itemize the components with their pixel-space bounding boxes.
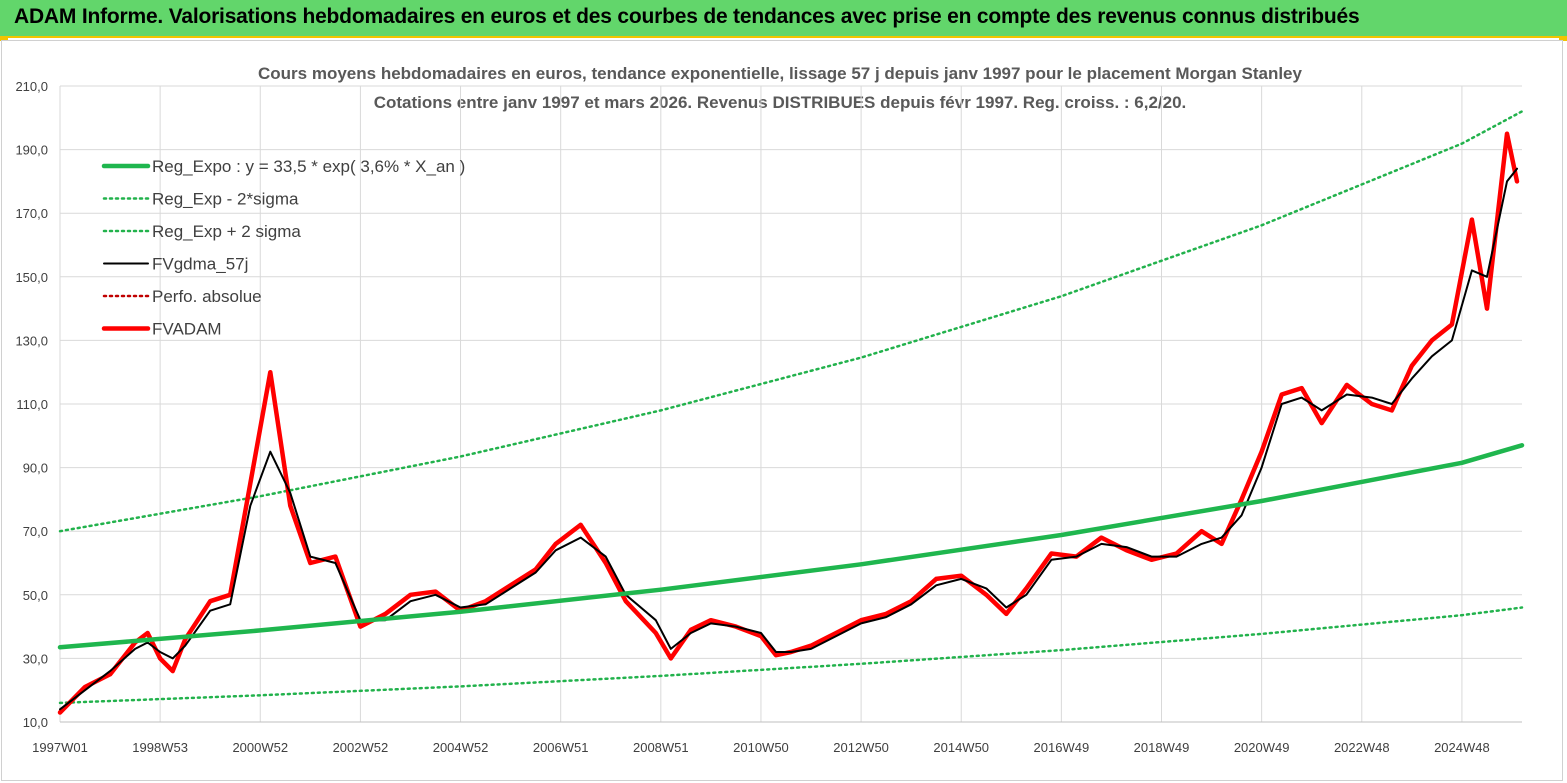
y-tick-label: 190,0 bbox=[15, 143, 48, 158]
y-axis: 10,0 30,0 50,0 70,0 90,0 110,0 130,0 150,0 170,0… bbox=[15, 79, 48, 730]
y-tick-label: 90,0 bbox=[23, 461, 48, 476]
series-line-1 bbox=[58, 606, 1524, 705]
x-tick-label: 2014W50 bbox=[933, 740, 989, 755]
series-line-3 bbox=[59, 167, 1518, 711]
legend: Reg_Expo : y = 33,5 * exp( 3,6% * X_an )… bbox=[101, 157, 465, 339]
y-tick-label: 50,0 bbox=[23, 588, 48, 603]
y-tick-label: 10,0 bbox=[23, 715, 48, 730]
x-tick-label: 2000W52 bbox=[232, 740, 288, 755]
series-line-0 bbox=[57, 443, 1525, 650]
legend-label-3: FVgdma_57j bbox=[152, 255, 248, 274]
series-line-5 bbox=[57, 131, 1520, 715]
series-line-2 bbox=[58, 110, 1524, 533]
x-tick-label: 2018W49 bbox=[1134, 740, 1190, 755]
x-tick-label: 2016W49 bbox=[1034, 740, 1090, 755]
series-group bbox=[57, 110, 1525, 715]
legend-label-4: Perfo. absolue bbox=[152, 287, 262, 306]
x-tick-label: 2002W52 bbox=[333, 740, 389, 755]
chart-frame bbox=[1, 40, 1563, 781]
x-tick-label: 2020W49 bbox=[1234, 740, 1290, 755]
banner-corner-left bbox=[0, 38, 8, 41]
y-tick-label: 210,0 bbox=[15, 79, 48, 94]
banner-corner-right bbox=[1559, 38, 1567, 41]
y-tick-label: 130,0 bbox=[15, 333, 48, 348]
x-tick-label: 1998W53 bbox=[132, 740, 188, 755]
banner-title: ADAM Informe. Valorisations hebdomadaire… bbox=[14, 5, 1360, 28]
x-tick-label: 1997W01 bbox=[32, 740, 88, 755]
title-banner: ADAM Informe. Valorisations hebdomadaire… bbox=[0, 0, 1567, 38]
x-tick-label: 2004W52 bbox=[433, 740, 489, 755]
x-tick-label: 2022W48 bbox=[1334, 740, 1390, 755]
x-tick-label: 2010W50 bbox=[733, 740, 789, 755]
y-tick-label: 170,0 bbox=[15, 206, 48, 221]
legend-label-2: Reg_Exp + 2 sigma bbox=[152, 222, 301, 241]
chart-title-line1: Cours moyens hebdomadaires en euros, ten… bbox=[258, 64, 1302, 83]
legend-label-5: FVADAM bbox=[152, 320, 222, 339]
x-tick-label: 2006W51 bbox=[533, 740, 589, 755]
grid bbox=[59, 85, 1522, 723]
x-axis: 1997W01 1998W53 2000W52 2002W52 2004W52 2006W… bbox=[32, 721, 1522, 755]
chart-title-line2: Cotations entre janv 1997 et mars 2026. … bbox=[374, 93, 1187, 112]
legend-label-0: Reg_Expo : y = 33,5 * exp( 3,6% * X_an ) bbox=[152, 157, 465, 176]
y-tick-label: 150,0 bbox=[15, 270, 48, 285]
x-tick-label: 2024W48 bbox=[1434, 740, 1490, 755]
y-tick-label: 70,0 bbox=[23, 524, 48, 539]
x-tick-label: 2008W51 bbox=[633, 740, 689, 755]
legend-label-1: Reg_Exp - 2*sigma bbox=[152, 190, 299, 209]
x-tick-label: 2012W50 bbox=[833, 740, 889, 755]
y-tick-label: 30,0 bbox=[23, 651, 48, 666]
y-tick-label: 110,0 bbox=[16, 397, 48, 412]
